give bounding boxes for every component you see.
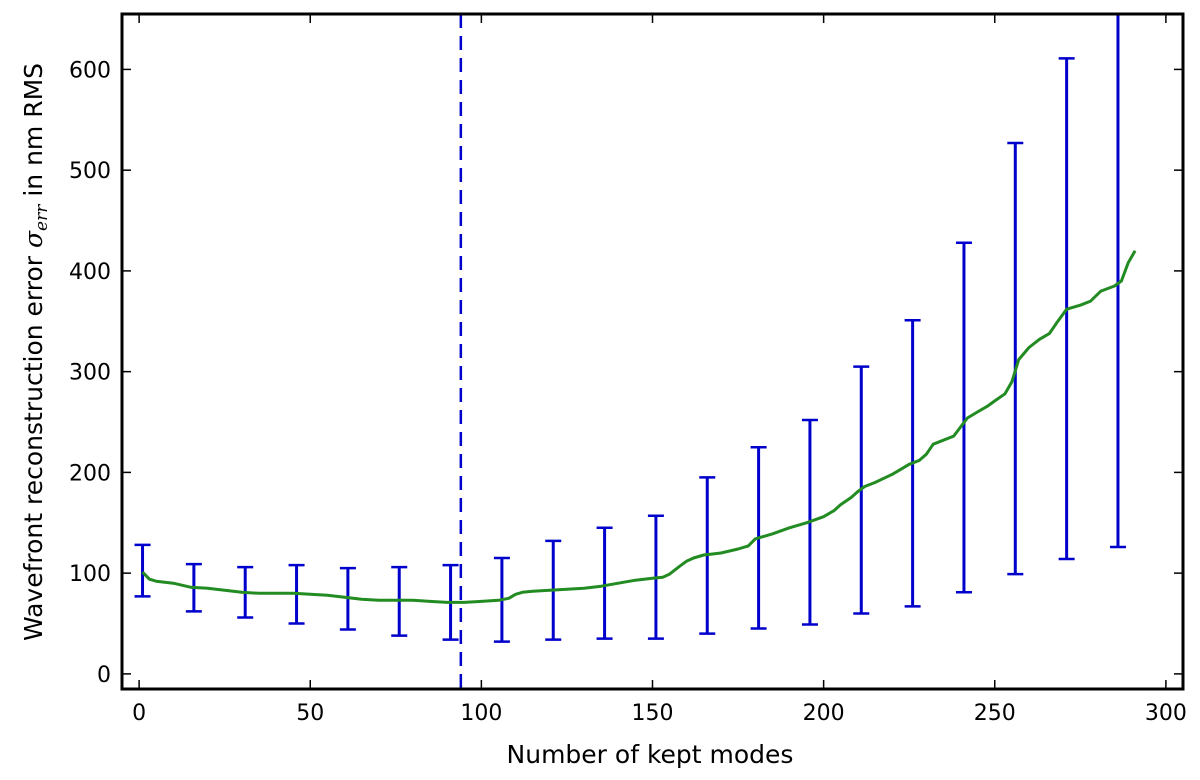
x-tick-label: 200 [803,701,845,726]
x-axis-label: Number of kept modes [507,740,794,769]
x-tick-label: 50 [296,701,324,726]
y-tick-label: 0 [97,663,111,688]
x-tick-label: 0 [132,701,146,726]
x-tick-label: 300 [1145,701,1187,726]
errorbar [1007,141,1024,576]
y-tick-label: 400 [69,260,111,285]
x-tick-label: 150 [632,701,674,726]
y-tick-label: 500 [69,159,111,184]
x-tick-label: 100 [460,701,502,726]
errorbar [1109,14,1126,549]
y-axis-label-suffix: in nm RMS [19,63,48,205]
errorbar [596,526,613,640]
plot-layer: 0 50 100 150 200 250 300 0 100 200 300 400 500 600 [69,12,1187,726]
errorbar [955,241,972,594]
x-tick-label: 250 [974,701,1016,726]
y-axis-label-prefix: Wavefront reconstruction error [19,248,48,641]
y-tick-label: 300 [69,361,111,386]
y-axis-label: Wavefront reconstruction error σerr in n… [19,63,52,641]
y-axis-label-sigma: σ [19,230,48,248]
plot-area [134,14,1137,689]
y-tick-label: 600 [69,58,111,83]
errorbar [134,543,151,598]
y-tick-label: 200 [69,461,111,486]
y-axis-label-subscript: err [32,204,52,231]
y-tick-label: 100 [69,562,111,587]
error-curve-line [141,250,1137,604]
